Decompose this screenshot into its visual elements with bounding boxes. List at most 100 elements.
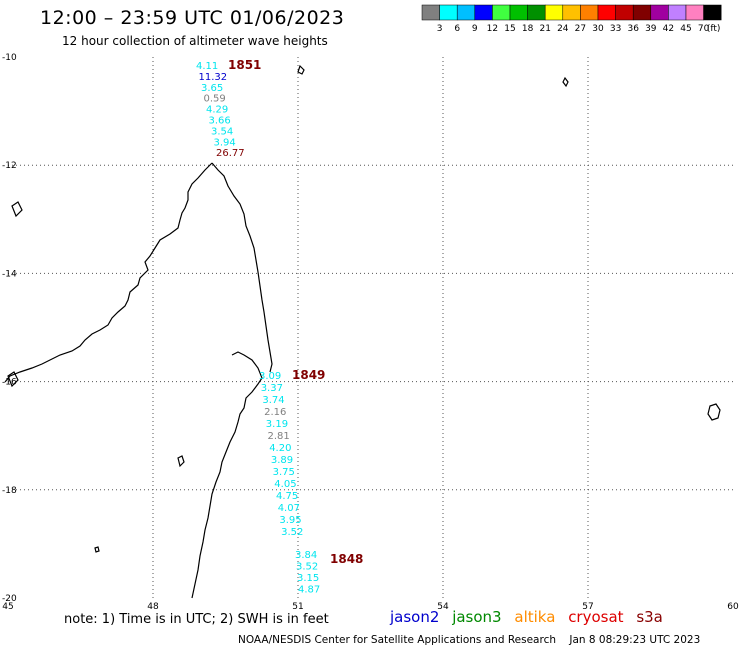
wave-height-value: 26.77	[216, 148, 245, 159]
wave-height-value: 3.95	[279, 515, 301, 526]
wave-height-value: 3.19	[266, 419, 288, 430]
legend-label: 15	[504, 24, 515, 34]
legend-label: 39	[645, 24, 657, 34]
pass-time-label: 1848	[330, 552, 363, 566]
wave-height-value: 3.94	[214, 137, 236, 148]
legend-label: 24	[557, 24, 569, 34]
legend-label: 6	[454, 24, 460, 34]
legend-label: 12	[487, 24, 498, 34]
wave-height-value: 3.65	[201, 83, 223, 94]
wave-height-value: 4.20	[269, 443, 291, 454]
legend-swatch	[650, 4, 669, 21]
wave-height-value: 3.52	[281, 527, 303, 538]
legend-swatch	[456, 4, 476, 21]
legend-swatch	[492, 4, 511, 21]
wave-height-value: 3.75	[273, 467, 295, 478]
legend-swatch	[615, 4, 634, 21]
coastline	[4, 64, 721, 599]
lon-tick-label: 57	[582, 602, 593, 612]
wave-height-value: 3.84	[295, 550, 317, 561]
satellite-cryosat: cryosat	[568, 608, 624, 626]
island-europa	[177, 455, 185, 468]
legend-label: 42	[663, 24, 674, 34]
generated-timestamp: Jan 8 08:29:23 UTC 2023	[569, 634, 701, 646]
legend-label: 33	[610, 24, 621, 34]
legend-swatch	[632, 4, 652, 21]
legend-unit: (ft)	[707, 24, 721, 34]
wave-height-value: 3.54	[211, 126, 233, 137]
legend-label: 36	[627, 24, 639, 34]
legend-swatch	[703, 4, 722, 21]
island-east	[562, 76, 569, 88]
legend-swatch	[668, 4, 687, 21]
wave-height-value: 2.81	[268, 431, 290, 442]
lat-tick-label: -10	[2, 53, 17, 63]
lat-lon-grid: 45 48 51 54 57 60 -10 -12 -14 -16 -18 -20	[2, 53, 739, 612]
island-mayotte	[7, 371, 19, 388]
legend-label: 18	[522, 24, 534, 34]
legend-label: 45	[680, 24, 691, 34]
madagascar-coastline	[4, 162, 263, 599]
lon-tick-label: 60	[727, 602, 739, 612]
lon-tick-label: 45	[2, 602, 13, 612]
satellite-altika: altika	[514, 608, 556, 626]
credit-agency: NOAA/NESDIS Center for Satellite Applica…	[238, 634, 556, 646]
wave-height-value: 4.87	[298, 585, 320, 596]
wave-height-value: 4.29	[206, 105, 228, 116]
wave-height-value: 4.05	[274, 479, 296, 490]
legend-swatch	[580, 4, 599, 21]
lon-tick-label: 48	[147, 602, 159, 612]
color-scale-legend: 3 6 9 12 15 18 21 24 27 30 33 36 39 42 45 70(ft)	[421, 4, 722, 34]
legend-swatch	[439, 4, 458, 21]
legend-swatch	[474, 4, 493, 21]
legend-swatch	[562, 4, 581, 21]
legend-label: 9	[472, 24, 478, 34]
island-bassas	[94, 546, 100, 553]
legend-label: 3	[437, 24, 443, 34]
wave-height-value: 3.15	[297, 573, 319, 584]
lon-tick-label: 54	[437, 602, 449, 612]
satellite-legend: jason2 jason3 altika cryosat s3a	[390, 608, 671, 626]
legend-swatch	[597, 4, 616, 21]
island-reunion	[707, 403, 721, 421]
lat-tick-label: -12	[2, 161, 17, 171]
credit-line: NOAA/NESDIS Center for Satellite Applica…	[238, 634, 700, 646]
madagascar-east-coastline	[211, 162, 273, 373]
legend-swatch	[527, 4, 546, 21]
footnote: note: 1) Time is in UTC; 2) SWH is in fe…	[64, 612, 329, 627]
wave-height-value: 0.59	[204, 94, 226, 105]
island-west	[11, 201, 23, 218]
wave-height-value: 3.09	[259, 371, 281, 382]
legend-label: 21	[539, 24, 550, 34]
legend-swatch	[509, 4, 528, 21]
wave-height-value: 3.89	[271, 455, 293, 466]
page-subtitle: 12 hour collection of altimeter wave hei…	[62, 34, 328, 48]
legend-swatch	[685, 4, 704, 21]
satellite-s3a: s3a	[636, 608, 663, 626]
legend-label: 30	[592, 24, 604, 34]
legend-swatch	[421, 4, 440, 21]
legend-label: 27	[575, 24, 586, 34]
legend-swatch	[544, 4, 564, 21]
satellite-jason3: jason3	[452, 608, 502, 626]
wave-height-value: 4.75	[276, 491, 298, 502]
wave-height-value: 3.37	[261, 383, 283, 394]
wave-height-value: 3.52	[296, 562, 318, 573]
wave-height-value: 3.66	[209, 116, 231, 127]
wave-height-value: 4.11	[196, 61, 218, 72]
wave-height-value: 4.07	[278, 503, 300, 514]
satellite-jason2: jason2	[390, 608, 440, 626]
pass-time-label: 1849	[292, 368, 325, 382]
wave-height-value: 2.16	[264, 407, 286, 418]
lat-tick-label: -14	[2, 269, 17, 279]
wave-height-value: 11.32	[199, 72, 228, 83]
lon-tick-label: 51	[292, 602, 303, 612]
lat-tick-label: -20	[2, 594, 17, 604]
page-title: 12:00 – 23:59 UTC 01/06/2023	[40, 7, 345, 29]
legend-label: 70	[698, 24, 710, 34]
pass-time-label: 1851	[228, 58, 261, 72]
lat-tick-label: -18	[2, 486, 17, 496]
wave-height-value: 3.74	[262, 395, 284, 406]
